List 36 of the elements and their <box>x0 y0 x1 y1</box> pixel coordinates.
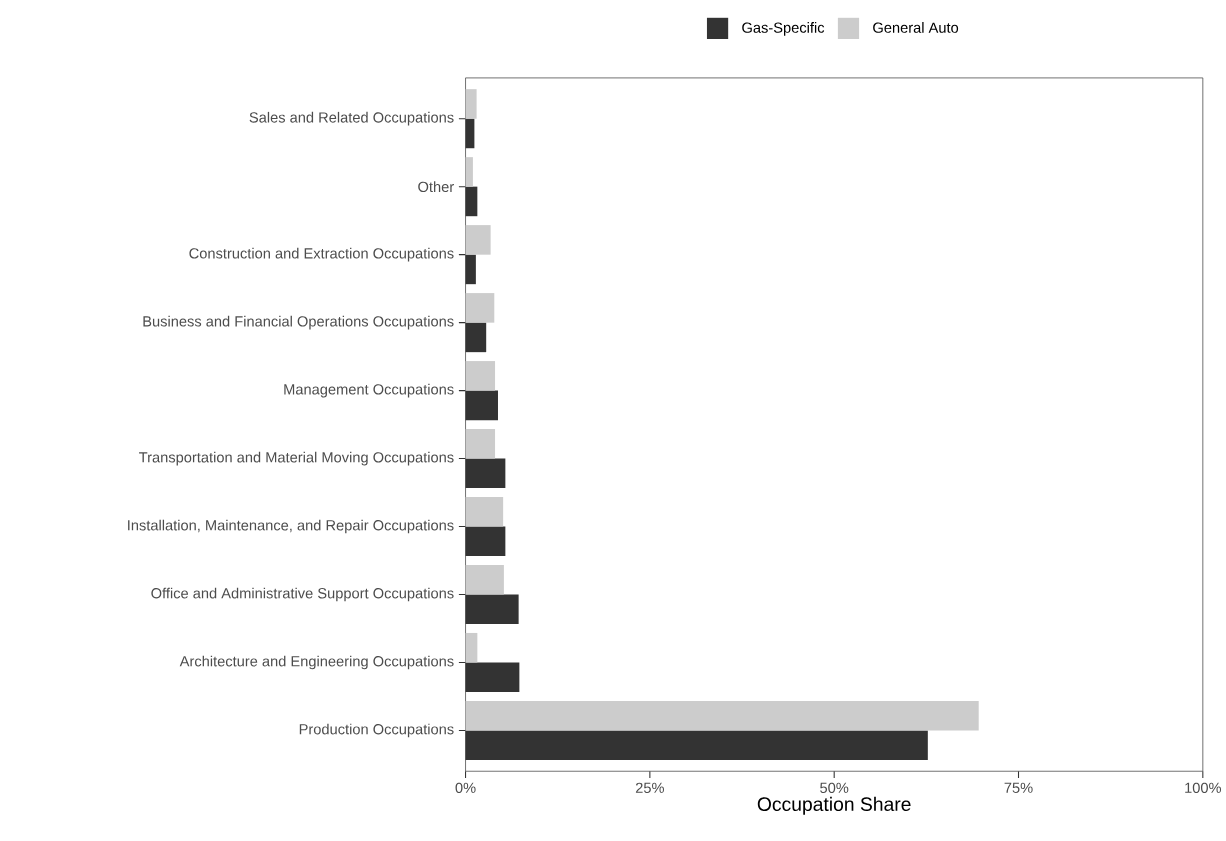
bar <box>465 632 478 663</box>
bar <box>465 254 476 285</box>
legend-label: General Auto <box>873 22 959 33</box>
bar <box>465 458 506 489</box>
bar <box>465 594 519 624</box>
bar <box>465 157 473 187</box>
y-tick-label: Installation, Maintenance, and Repair Occupations <box>128 519 454 534</box>
x-tick-label: 0% <box>455 782 476 793</box>
bar <box>465 186 478 217</box>
legend-label: Gas-Specific <box>742 22 825 36</box>
y-tick-label: Management Occupations <box>284 383 454 398</box>
x-tick-label: 100% <box>1185 782 1222 793</box>
bar <box>465 293 495 323</box>
bar <box>465 526 506 556</box>
bar <box>465 89 477 119</box>
x-tick-label: 25% <box>635 782 664 793</box>
y-tick-label: Other <box>418 181 454 192</box>
x-tick-label: 50% <box>820 782 849 793</box>
bar <box>465 496 504 527</box>
y-tick-label: Transportation and Material Moving Occupations <box>139 451 454 466</box>
bar <box>465 428 496 459</box>
bar <box>465 390 498 421</box>
y-tick-label: Construction and Extraction Occupations <box>189 247 454 262</box>
x-tick-label: 75% <box>1004 782 1033 793</box>
x-axis-title: Occupation Share <box>757 796 911 815</box>
bar <box>465 662 520 692</box>
y-tick-label: Sales and Related Occupations <box>249 111 454 126</box>
bar <box>465 225 491 255</box>
bar <box>465 700 979 731</box>
y-tick-label: Office and Administrative Support Occupations <box>151 587 454 602</box>
bar <box>465 564 504 595</box>
y-tick-label: Business and Financial Operations Occupations <box>143 315 454 330</box>
bar <box>465 322 487 353</box>
y-tick-label: Architecture and Engineering Occupations <box>179 655 454 670</box>
bar <box>465 360 496 391</box>
y-tick-label: Production Occupations <box>299 723 454 738</box>
